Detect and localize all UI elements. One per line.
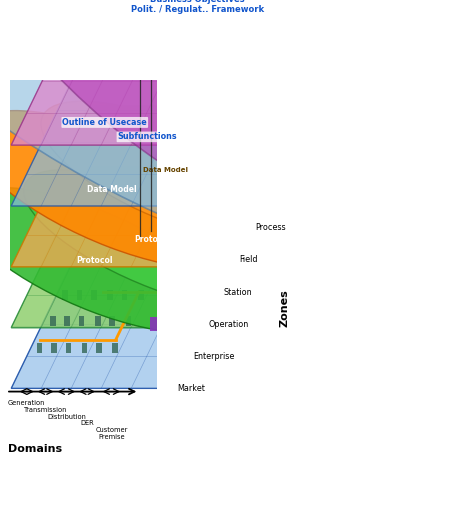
- Polygon shape: [11, 106, 269, 267]
- Bar: [77, 290, 82, 301]
- Text: Distribution: Distribution: [47, 413, 86, 420]
- Text: Generation: Generation: [8, 400, 46, 406]
- Ellipse shape: [41, 101, 291, 240]
- Text: Outline of Usecase: Outline of Usecase: [63, 118, 147, 127]
- Text: Market: Market: [177, 384, 205, 393]
- Bar: [194, 289, 201, 299]
- Ellipse shape: [0, 0, 389, 264]
- Bar: [138, 290, 144, 301]
- Bar: [95, 316, 100, 326]
- Polygon shape: [11, 0, 269, 145]
- Bar: [182, 314, 188, 324]
- Polygon shape: [11, 167, 269, 328]
- Text: Field: Field: [239, 255, 258, 265]
- Text: Data Model: Data Model: [87, 185, 137, 194]
- Text: Customer
Premise: Customer Premise: [95, 427, 128, 440]
- Text: Zones: Zones: [280, 289, 290, 327]
- Bar: [82, 343, 87, 353]
- Bar: [91, 290, 97, 301]
- Bar: [63, 290, 68, 301]
- Bar: [50, 316, 55, 326]
- Ellipse shape: [0, 111, 254, 269]
- Ellipse shape: [0, 188, 228, 333]
- Bar: [158, 364, 164, 374]
- Bar: [170, 339, 176, 349]
- Text: Enterprise: Enterprise: [193, 352, 234, 361]
- Text: Station: Station: [224, 288, 253, 296]
- Ellipse shape: [0, 0, 345, 220]
- Text: Subfunctions: Subfunctions: [118, 133, 177, 141]
- Text: Protocol: Protocol: [135, 235, 171, 244]
- Bar: [206, 264, 212, 274]
- Polygon shape: [11, 45, 269, 206]
- Bar: [64, 316, 70, 326]
- Bar: [65, 343, 71, 353]
- Polygon shape: [11, 228, 269, 388]
- Text: Data Model: Data Model: [143, 167, 188, 173]
- Bar: [219, 239, 225, 249]
- Bar: [112, 343, 118, 353]
- Text: Protocol: Protocol: [76, 256, 112, 265]
- Text: Operation: Operation: [209, 320, 249, 329]
- Text: Process: Process: [255, 224, 286, 232]
- Bar: [126, 316, 131, 326]
- Text: DER: DER: [80, 420, 94, 426]
- Bar: [37, 343, 43, 353]
- Bar: [122, 290, 128, 301]
- Text: Business Objectives
Polit. / Regulat.. Framework: Business Objectives Polit. / Regulat.. F…: [131, 0, 264, 14]
- Bar: [51, 343, 57, 353]
- Bar: [109, 316, 115, 326]
- Text: Transmission: Transmission: [24, 407, 67, 413]
- Bar: [96, 343, 102, 353]
- Bar: [79, 316, 84, 326]
- Bar: [150, 317, 158, 331]
- Ellipse shape: [24, 170, 282, 308]
- Text: Domains: Domains: [8, 444, 62, 454]
- Bar: [108, 290, 113, 301]
